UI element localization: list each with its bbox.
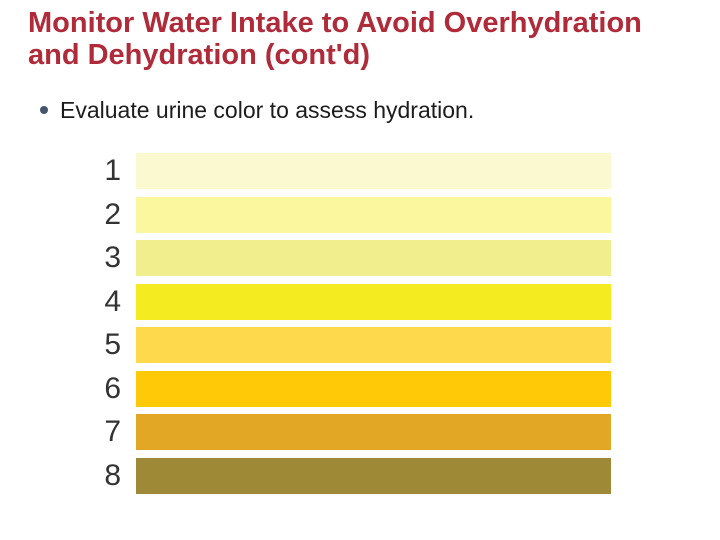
slide-title: Monitor Water Intake to Avoid Overhydrat…	[28, 7, 642, 71]
bullet-text: Evaluate urine color to assess hydration…	[60, 97, 475, 123]
urine-color-bar	[136, 153, 611, 189]
urine-level-label: 5	[104, 328, 121, 361]
urine-color-bar	[136, 370, 611, 407]
urine-color-bar	[136, 283, 611, 320]
urine-color-bar	[136, 196, 611, 233]
urine-chart-row: 1	[0, 153, 611, 189]
urine-chart-row: 4	[0, 283, 611, 320]
bullet-icon	[40, 106, 48, 114]
urine-level-label: 8	[104, 458, 121, 492]
urine-chart-row: 2	[0, 196, 611, 233]
urine-color-bar	[136, 457, 611, 494]
urine-chart-row: 3	[0, 240, 611, 276]
urine-chart-row: 7	[0, 414, 611, 450]
urine-color-bar	[136, 327, 611, 363]
urine-level-label: 3	[104, 241, 121, 274]
urine-color-bar	[136, 240, 611, 276]
urine-level-label: 2	[104, 197, 121, 231]
urine-level-label: 4	[104, 284, 121, 318]
urine-chart-row: 5	[0, 327, 611, 363]
urine-level-label: 6	[104, 371, 121, 405]
urine-chart-row: 6	[0, 370, 611, 407]
urine-color-chart: 1 2 3 4 5 6 7 8	[0, 153, 611, 501]
bullet-item: Evaluate urine color to assess hydration…	[40, 96, 474, 124]
urine-chart-row: 8	[0, 457, 611, 494]
urine-level-label: 1	[104, 154, 121, 187]
urine-color-bar	[136, 414, 611, 450]
urine-level-label: 7	[104, 415, 121, 448]
